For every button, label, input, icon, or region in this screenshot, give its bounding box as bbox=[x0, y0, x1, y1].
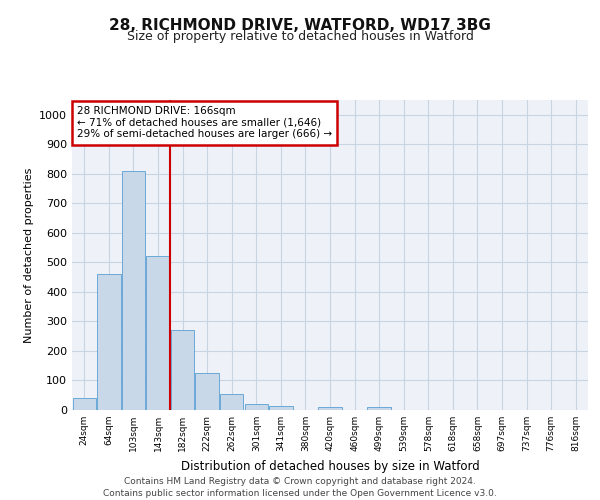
Bar bbox=[97, 274, 121, 410]
Y-axis label: Number of detached properties: Number of detached properties bbox=[23, 168, 34, 342]
Bar bbox=[269, 406, 293, 410]
Bar bbox=[146, 256, 170, 410]
Bar bbox=[319, 407, 341, 410]
Bar bbox=[73, 398, 96, 410]
Bar bbox=[245, 404, 268, 410]
Bar bbox=[196, 373, 219, 410]
X-axis label: Distribution of detached houses by size in Watford: Distribution of detached houses by size … bbox=[181, 460, 479, 472]
Text: 28 RICHMOND DRIVE: 166sqm
← 71% of detached houses are smaller (1,646)
29% of se: 28 RICHMOND DRIVE: 166sqm ← 71% of detac… bbox=[77, 106, 332, 140]
Bar bbox=[171, 330, 194, 410]
Bar bbox=[122, 171, 145, 410]
Text: Contains HM Land Registry data © Crown copyright and database right 2024.
Contai: Contains HM Land Registry data © Crown c… bbox=[103, 476, 497, 498]
Bar bbox=[367, 407, 391, 410]
Bar bbox=[220, 394, 244, 410]
Text: 28, RICHMOND DRIVE, WATFORD, WD17 3BG: 28, RICHMOND DRIVE, WATFORD, WD17 3BG bbox=[109, 18, 491, 32]
Text: Size of property relative to detached houses in Watford: Size of property relative to detached ho… bbox=[127, 30, 473, 43]
